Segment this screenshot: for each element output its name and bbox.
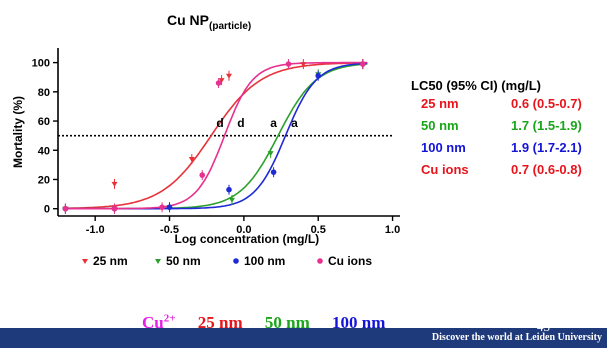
lc50-row-label: 25 nm [421,96,459,111]
strip-cu-sup: 2+ [163,312,176,324]
y-tick-label: 20 [38,174,50,186]
data-point [226,73,232,79]
data-point [188,157,195,163]
data-point [215,80,222,86]
data-point [159,204,165,211]
legend-marker [82,259,88,264]
x-tick-label: -1.0 [86,224,105,236]
data-point [315,72,322,79]
y-tick-label: 80 [38,87,50,99]
x-tick-label: 0.5 [311,224,326,236]
x-tick-label: -0.5 [160,224,179,236]
annotation-letter: d [237,116,244,130]
data-point [111,181,118,187]
annotation-letter: a [270,116,277,130]
lc50-row-value: 1.7 (1.5-1.9) [511,118,582,133]
data-point [226,186,232,193]
data-point [300,62,307,68]
fit-curve [62,62,368,210]
x-axis-label: Log concentration (mg/L) [175,232,320,246]
data-point [270,169,277,175]
legend-marker [155,259,161,264]
strip-100nm: 100 nm [332,312,386,332]
x-tick-label: 0.0 [236,224,251,236]
legend-label: Cu ions [328,254,372,268]
annotation-letter: a [291,116,298,130]
page-number: 43 [537,319,550,334]
y-tick-label: 60 [38,116,50,128]
data-point [267,151,274,157]
lc50-title: LC50 (95% CI) (mg/L) [411,78,542,93]
legend-marker [233,258,239,264]
bottom-strip: Cu2+ 25 nm 50 nm 100 nm [142,312,403,333]
y-axis-label: Mortality (%) [11,96,25,168]
chart-title-sub: (particle) [209,21,251,32]
legend-label: 50 nm [166,254,201,268]
footer-bar: Discover the world at Leiden University [0,328,607,348]
lc50-row-value: 0.7 (0.6-0.8) [511,162,582,177]
data-point [166,204,173,211]
footer-text: Discover the world at Leiden University [431,332,602,343]
y-tick-label: 40 [38,145,50,157]
lc50-row-value: 0.6 (0.5-0.7) [511,96,582,111]
y-tick-label: 100 [32,58,50,70]
data-point [62,205,69,212]
chart-title: Cu NP(particle) [167,12,251,32]
lc50-row-label: Cu ions [421,162,469,177]
data-point [285,61,292,67]
legend-marker [317,258,323,264]
annotation-letter: d [216,116,223,130]
data-point [218,78,225,84]
lc50-row-label: 100 nm [421,140,466,155]
data-point [111,205,118,212]
strip-50nm: 50 nm [264,312,310,332]
legend-label: 100 nm [244,254,285,268]
data-point [360,61,366,67]
y-tick-label: 0 [44,204,50,216]
data-point [228,197,235,203]
lc50-row-value: 1.9 (1.7-2.1) [511,140,582,155]
lc50-row-label: 50 nm [421,118,459,133]
strip-cu-ions: Cu2+ [142,312,176,332]
data-point [199,172,206,178]
strip-cu-text: Cu [142,312,164,332]
legend-label: 25 nm [93,254,128,268]
strip-25nm: 25 nm [197,312,243,332]
x-tick-label: 1.0 [385,224,400,236]
